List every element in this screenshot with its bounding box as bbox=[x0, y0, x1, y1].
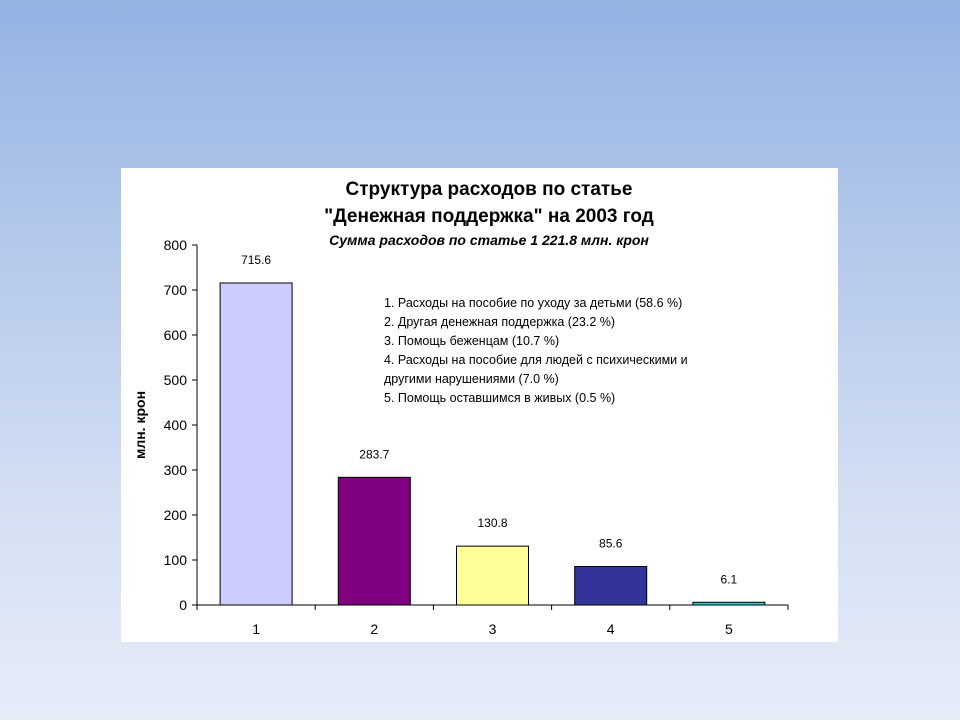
y-tick-label: 300 bbox=[164, 462, 188, 478]
x-tick-label: 4 bbox=[607, 621, 615, 637]
legend-line: 5. Помощь оставшимся в живых (0.5 %) bbox=[384, 391, 615, 405]
bar bbox=[456, 545, 529, 606]
bar bbox=[692, 601, 766, 606]
bar bbox=[337, 476, 411, 606]
x-tick-label: 2 bbox=[370, 621, 378, 637]
bars bbox=[219, 282, 766, 606]
y-tick-label: 100 bbox=[164, 552, 188, 568]
bar-chart: Структура расходов по статье "Денежная п… bbox=[132, 179, 789, 637]
bar bbox=[219, 282, 293, 606]
legend-line: 1. Расходы на пособие по уходу за детьми… bbox=[384, 296, 682, 310]
y-tick-label: 600 bbox=[164, 327, 188, 343]
data-labels: 715.6 283.7 130.8 85.6 6.1 bbox=[241, 253, 737, 586]
x-tick-label: 5 bbox=[725, 621, 733, 637]
chart-subtitle: Сумма расходов по статье 1 221.8 млн. кр… bbox=[329, 232, 649, 248]
y-tick-label: 800 bbox=[164, 237, 188, 253]
y-tick-label: 700 bbox=[164, 282, 188, 298]
legend-line: другими нарушениями (7.0 %) bbox=[384, 372, 559, 386]
legend-line: 3. Помощь беженцам (10.7 %) bbox=[384, 334, 559, 348]
bar-data-label: 715.6 bbox=[241, 253, 271, 267]
x-axis: 1 2 3 4 5 bbox=[196, 605, 789, 637]
chart-panel: Структура расходов по статье "Денежная п… bbox=[121, 168, 838, 642]
y-axis: 0 100 200 300 400 500 600 700 800 bbox=[164, 237, 197, 613]
bar-data-label: 130.8 bbox=[477, 516, 507, 530]
bar bbox=[574, 565, 648, 606]
y-tick-label: 0 bbox=[179, 597, 187, 613]
y-axis-label: млн. крон bbox=[132, 391, 148, 459]
bar-data-label: 85.6 bbox=[599, 536, 623, 550]
x-tick-label: 3 bbox=[489, 621, 497, 637]
y-tick-label: 500 bbox=[164, 372, 188, 388]
chart-title-line-2: "Денежная поддержка" на 2003 год bbox=[324, 206, 654, 227]
bar-data-label: 283.7 bbox=[359, 447, 389, 461]
y-tick-label: 200 bbox=[164, 507, 188, 523]
chart-title-line-1: Структура расходов по статье bbox=[346, 179, 633, 200]
legend-line: 2. Другая денежная поддержка (23.2 %) bbox=[384, 315, 615, 329]
bar-data-label: 6.1 bbox=[721, 572, 738, 586]
legend-line: 4. Расходы на пособие для людей с психич… bbox=[384, 353, 688, 367]
legend-annotation: 1. Расходы на пособие по уходу за детьми… bbox=[384, 296, 688, 405]
y-tick-label: 400 bbox=[164, 417, 188, 433]
x-tick-label: 1 bbox=[252, 621, 260, 637]
